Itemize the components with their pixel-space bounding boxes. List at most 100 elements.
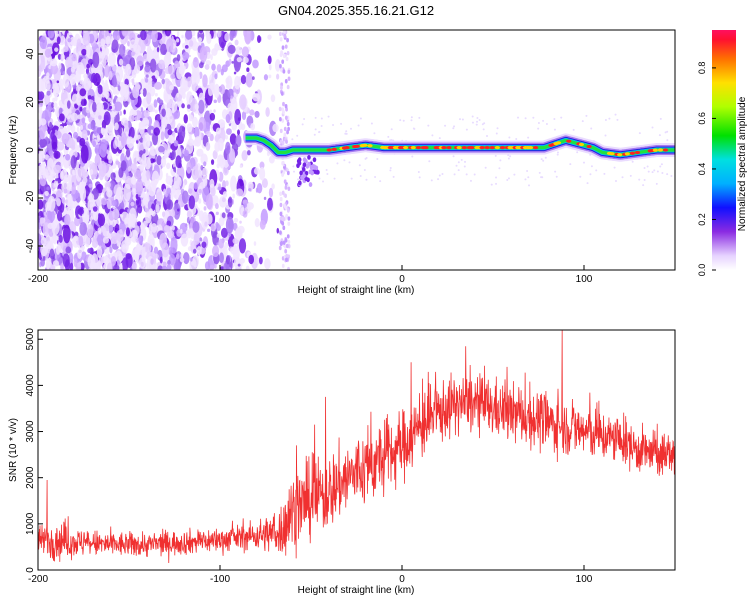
noise-blob xyxy=(215,127,222,135)
ridge-peak xyxy=(566,139,572,143)
noise-blob xyxy=(224,32,230,42)
noise-blob xyxy=(171,225,175,231)
noise-blob xyxy=(125,253,133,269)
noise-blob xyxy=(200,164,204,171)
noise-blob xyxy=(192,57,199,68)
noise-blob xyxy=(224,242,229,249)
noise-blob xyxy=(210,223,217,232)
noise-blob xyxy=(130,176,137,185)
noise-dot xyxy=(537,127,540,130)
noise-blob xyxy=(58,113,65,122)
noise-blob xyxy=(172,131,176,138)
noise-blob xyxy=(81,129,88,141)
noise-blob xyxy=(129,32,136,42)
noise-blob xyxy=(242,56,249,64)
noise-dot xyxy=(582,161,585,164)
noise-dot xyxy=(464,160,467,163)
noise-blob xyxy=(276,73,280,80)
y-tick-label: 0 xyxy=(25,147,36,153)
noise-dot xyxy=(661,172,664,175)
noise-blob xyxy=(271,183,275,190)
ridge-tail xyxy=(306,177,310,183)
noise-dot xyxy=(465,128,468,131)
noise-dot xyxy=(666,130,669,133)
noise-blob xyxy=(154,109,158,114)
noise-blob xyxy=(178,125,186,141)
noise-blob xyxy=(66,100,71,109)
noise-blob xyxy=(51,235,56,244)
noise-blob xyxy=(67,138,76,149)
noise-blob xyxy=(250,123,256,131)
noise-blob xyxy=(228,58,232,65)
noise-blob xyxy=(171,149,176,160)
noise-dot xyxy=(318,130,321,133)
noise-blob xyxy=(39,118,47,126)
ridge-peak xyxy=(479,146,485,150)
noise-blob xyxy=(165,51,172,60)
noise-blob xyxy=(40,55,45,63)
noise-blob xyxy=(67,199,74,210)
noise-blob xyxy=(125,217,130,224)
noise-dot xyxy=(318,177,321,180)
noise-blob xyxy=(114,101,123,112)
noise-blob xyxy=(149,58,157,73)
noise-blob xyxy=(143,110,150,118)
noise-blob xyxy=(118,167,124,179)
noise-blob xyxy=(112,112,115,118)
noise-dot xyxy=(326,172,329,175)
colorbar-tick-label: 0.2 xyxy=(697,213,707,226)
y-tick-label: 1000 xyxy=(25,512,36,535)
noise-blob xyxy=(191,66,200,78)
noise-dot xyxy=(458,118,461,121)
noise-dot xyxy=(553,117,556,120)
noise-dot xyxy=(478,119,481,122)
ridge-peak xyxy=(446,146,452,150)
noise-dot xyxy=(638,132,641,135)
noise-blob xyxy=(61,133,70,145)
noise-blob xyxy=(39,125,46,140)
noise-dot xyxy=(297,178,300,181)
noise-blob xyxy=(225,141,231,155)
noise-dot xyxy=(495,182,498,185)
noise-blob xyxy=(130,201,135,207)
noise-dot xyxy=(303,117,306,120)
noise-blob xyxy=(186,161,192,174)
noise-blob xyxy=(209,112,216,121)
snr-x-label: Height of straight line (km) xyxy=(298,585,415,596)
noise-dot xyxy=(495,132,498,135)
noise-blob xyxy=(194,103,199,111)
noise-blob xyxy=(198,198,202,204)
noise-blob xyxy=(238,238,247,254)
ridge-tail xyxy=(308,169,313,175)
noise-blob xyxy=(286,170,290,176)
noise-blob xyxy=(143,148,146,154)
noise-blob xyxy=(100,127,106,133)
noise-blob xyxy=(74,236,78,242)
noise-dot xyxy=(320,117,323,120)
noise-blob xyxy=(149,147,158,157)
ridge-tail xyxy=(308,182,313,187)
ridge-tail xyxy=(307,161,311,167)
noise-blob xyxy=(46,186,50,191)
noise-blob xyxy=(98,168,105,181)
noise-dot xyxy=(581,120,584,123)
noise-blob xyxy=(254,217,260,228)
noise-blob xyxy=(39,217,45,227)
noise-blob xyxy=(189,134,192,141)
noise-blob xyxy=(220,227,228,239)
noise-blob xyxy=(216,233,221,238)
noise-dot xyxy=(653,169,656,172)
noise-blob xyxy=(188,114,194,122)
noise-blob xyxy=(267,197,273,211)
noise-blob xyxy=(221,212,226,219)
ridge-tail xyxy=(297,157,302,163)
noise-blob xyxy=(204,221,208,227)
noise-dot xyxy=(471,115,474,118)
noise-blob xyxy=(113,264,120,270)
noise-blob xyxy=(204,64,210,70)
noise-blob xyxy=(186,210,193,219)
noise-blob xyxy=(101,44,108,55)
noise-blob xyxy=(72,169,77,176)
noise-dot xyxy=(585,114,588,117)
noise-dot xyxy=(660,163,663,166)
